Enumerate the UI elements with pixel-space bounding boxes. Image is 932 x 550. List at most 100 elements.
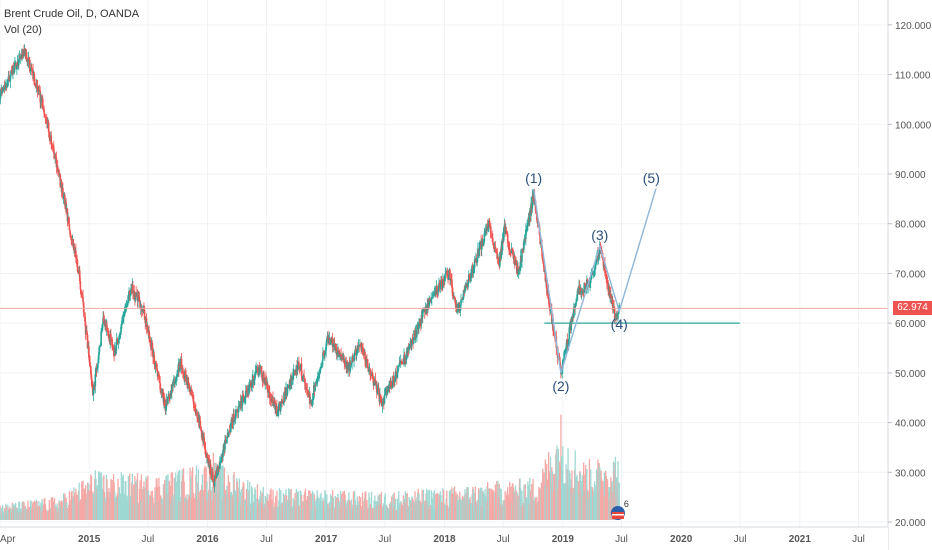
candle-body	[149, 339, 152, 347]
candle-body	[122, 317, 124, 320]
candle-body	[35, 85, 38, 87]
time-tick-label: 2015	[78, 534, 101, 545]
candle-body	[137, 296, 139, 301]
candle-body	[96, 367, 99, 371]
candle-body	[304, 382, 307, 389]
volume-bar	[40, 502, 42, 520]
candle-body	[263, 373, 265, 383]
candle-body	[97, 363, 99, 368]
candle-body	[319, 367, 322, 373]
candle-body	[168, 393, 171, 397]
candle-body	[91, 380, 93, 385]
candle-body	[367, 367, 370, 372]
volume-bar	[262, 486, 264, 520]
volume-bar	[504, 491, 506, 520]
candle-body	[431, 297, 433, 299]
candle-body	[48, 132, 51, 137]
candle-body	[582, 289, 584, 292]
candle-body	[55, 157, 58, 167]
candle-body	[47, 122, 50, 133]
candle-body	[268, 392, 271, 399]
candle-body	[454, 297, 456, 304]
candle-body	[570, 320, 573, 331]
candle-body	[126, 305, 128, 307]
candle-body	[447, 275, 450, 280]
candle-body	[268, 389, 270, 393]
candle-body	[394, 380, 396, 382]
candle-body	[18, 58, 20, 66]
candle-body	[220, 456, 222, 462]
volume-bar	[276, 490, 278, 520]
candle-body	[119, 334, 121, 338]
candle-body	[560, 372, 563, 374]
candle-body	[281, 401, 283, 403]
candle-body	[253, 380, 255, 384]
candle-body	[176, 373, 179, 375]
volume-bar	[490, 488, 492, 520]
symbol-title[interactable]: Brent Crude Oil, D, OANDA	[4, 8, 140, 20]
candle-body	[243, 400, 246, 403]
candle-body	[594, 265, 597, 269]
candle-body	[491, 237, 494, 243]
candle-body	[372, 374, 374, 378]
candle-body	[24, 48, 27, 54]
time-tick-label: 2020	[670, 534, 693, 545]
candle-body	[78, 270, 81, 282]
candle-body	[50, 135, 53, 144]
candle-body	[431, 296, 434, 298]
candle-body	[5, 84, 8, 86]
candle-body	[392, 375, 395, 381]
candle-body	[495, 248, 497, 251]
candle-body	[224, 439, 227, 441]
candle-body	[119, 331, 122, 335]
volume-bar	[278, 488, 281, 520]
candle-body	[598, 243, 601, 255]
candle-body	[313, 385, 315, 399]
candle-body	[191, 394, 193, 396]
candle-body	[481, 240, 484, 246]
time-tick-label: 2019	[552, 534, 575, 545]
candle-body	[567, 339, 570, 344]
volume-bar	[227, 475, 229, 520]
volume-bar	[527, 485, 530, 520]
volume-bars	[0, 414, 620, 520]
candle-body	[355, 353, 358, 356]
candle-body	[238, 403, 241, 407]
candle-body	[28, 58, 30, 60]
candle-body	[433, 291, 436, 294]
candle-body	[510, 248, 513, 254]
candle-body	[420, 314, 423, 325]
candle-body	[479, 244, 481, 249]
candle-body	[408, 345, 410, 350]
candle-body	[575, 298, 578, 303]
candle-body	[199, 420, 202, 427]
candle-body	[566, 339, 569, 346]
candle-body	[527, 224, 529, 226]
time-tick-label: Jul	[497, 534, 510, 545]
candle-body	[613, 308, 616, 321]
candle-body	[259, 367, 261, 375]
candle-body	[298, 362, 300, 368]
candle-body	[14, 63, 16, 66]
candle-body	[67, 216, 70, 224]
candle-body	[95, 367, 97, 375]
candle-body	[255, 369, 257, 372]
candle-body	[228, 431, 230, 437]
candle-body	[347, 365, 349, 370]
volume-indicator-label[interactable]: Vol (20)	[4, 24, 42, 36]
candle-body	[398, 362, 401, 367]
candle-body	[194, 408, 196, 411]
price-axis-bg	[888, 0, 932, 550]
candle-body	[209, 464, 212, 475]
candle-body	[278, 403, 280, 411]
volume-bar	[617, 461, 619, 520]
candle-body	[86, 330, 88, 336]
candle-body	[107, 331, 110, 335]
candle-body	[171, 385, 173, 394]
candle-body	[430, 298, 432, 302]
candle-body	[117, 338, 120, 343]
candle-body	[536, 212, 538, 221]
volume-bar	[472, 489, 475, 520]
